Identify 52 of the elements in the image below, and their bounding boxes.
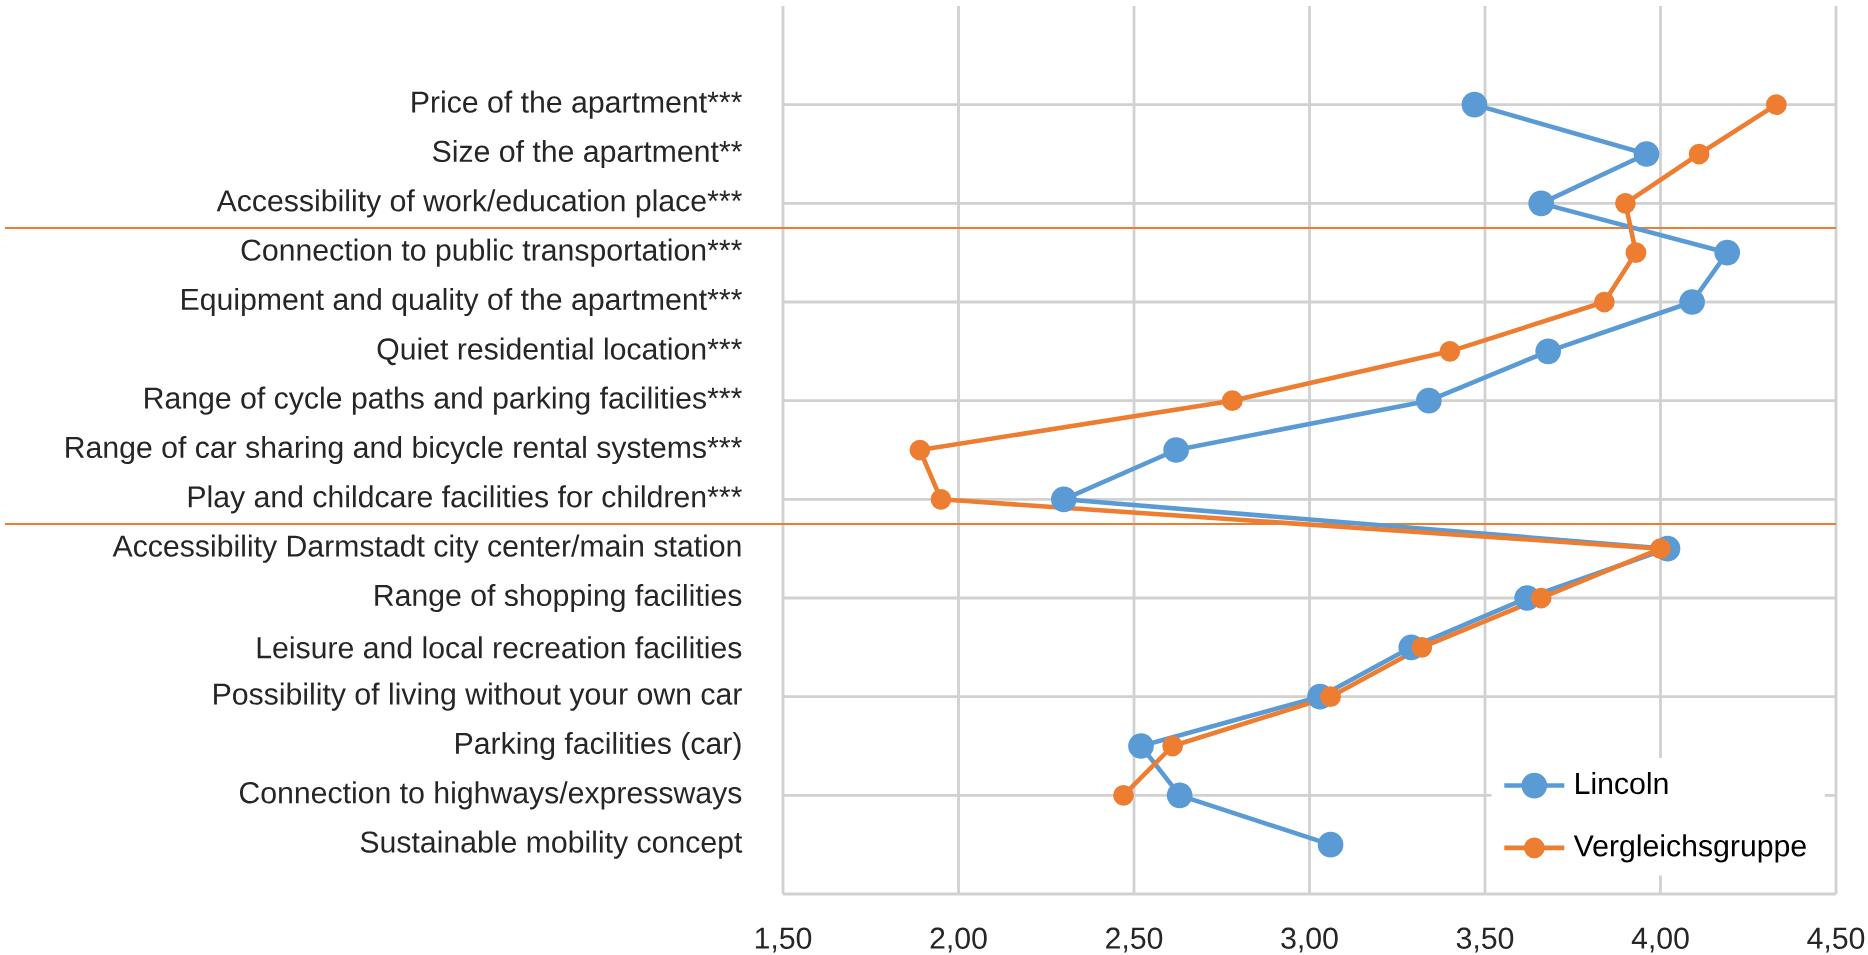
point [1166, 782, 1193, 809]
point [1615, 192, 1636, 214]
point [1650, 538, 1671, 560]
y-tick-label: Range of shopping facilities [375, 583, 742, 613]
point [1530, 587, 1552, 609]
y-tick-label: Connection to public transportation*** [241, 238, 742, 267]
y-tick-label: Leisure and local recreation facilities [257, 636, 742, 659]
point [1688, 143, 1710, 165]
x-tick-label: 3,50 [1456, 927, 1514, 953]
point [1128, 733, 1154, 759]
y-tick-label: Accessibility of work/education place*** [216, 189, 742, 218]
point [1625, 242, 1647, 264]
point [1679, 289, 1705, 315]
point [1163, 437, 1189, 463]
y-tick-label: Equipment and quality of the apartment*** [182, 287, 742, 317]
y-tick-label: Connection to highways/expressways [239, 781, 742, 810]
y-tick-label: Parking facilities (car) [456, 731, 741, 761]
point [1050, 486, 1077, 513]
y-tick-label: Size of the apartment** [433, 139, 742, 169]
point [1461, 91, 1488, 118]
y-tick-label: Quiet residential location*** [377, 337, 742, 366]
point [1113, 784, 1134, 806]
y-tick-label: Accessibility Darmstadt city center/main station [112, 534, 741, 563]
point [1765, 94, 1787, 116]
legend-label: Vergleichsgruppe [1573, 834, 1806, 863]
point [1162, 735, 1183, 757]
y-tick-label: Sustainable mobility concept [360, 830, 743, 859]
point [1411, 636, 1433, 658]
y-tick-label: Price of the apartment*** [412, 90, 742, 119]
point [1320, 686, 1341, 708]
x-tick-label: 2,50 [1106, 927, 1163, 953]
point [1593, 291, 1615, 313]
x-tick-label: 4,00 [1631, 927, 1689, 953]
x-tick-label: 2,00 [930, 927, 987, 953]
x-tick-label: 4,50 [1807, 927, 1865, 953]
point [1317, 831, 1344, 858]
point [1221, 390, 1243, 412]
point [1416, 387, 1442, 414]
point [930, 488, 952, 510]
point [1439, 340, 1461, 362]
point [1633, 141, 1660, 167]
y-tick-label: Range of cycle paths and parking facilities*** [145, 386, 742, 415]
legend-label: Lincoln [1576, 772, 1668, 795]
x-tick-label: 1,50 [755, 927, 812, 953]
y-tick-label: Possibility of living without your own car [214, 682, 742, 711]
point [909, 439, 931, 461]
point [1535, 338, 1562, 365]
point [1528, 190, 1554, 217]
point [1714, 239, 1741, 266]
y-tick-label: Play and childcare facilities for children*** [188, 485, 742, 514]
y-tick-label: Range of car sharing and bicycle rental systems*** [66, 435, 742, 465]
x-tick-label: 3,00 [1281, 927, 1338, 953]
